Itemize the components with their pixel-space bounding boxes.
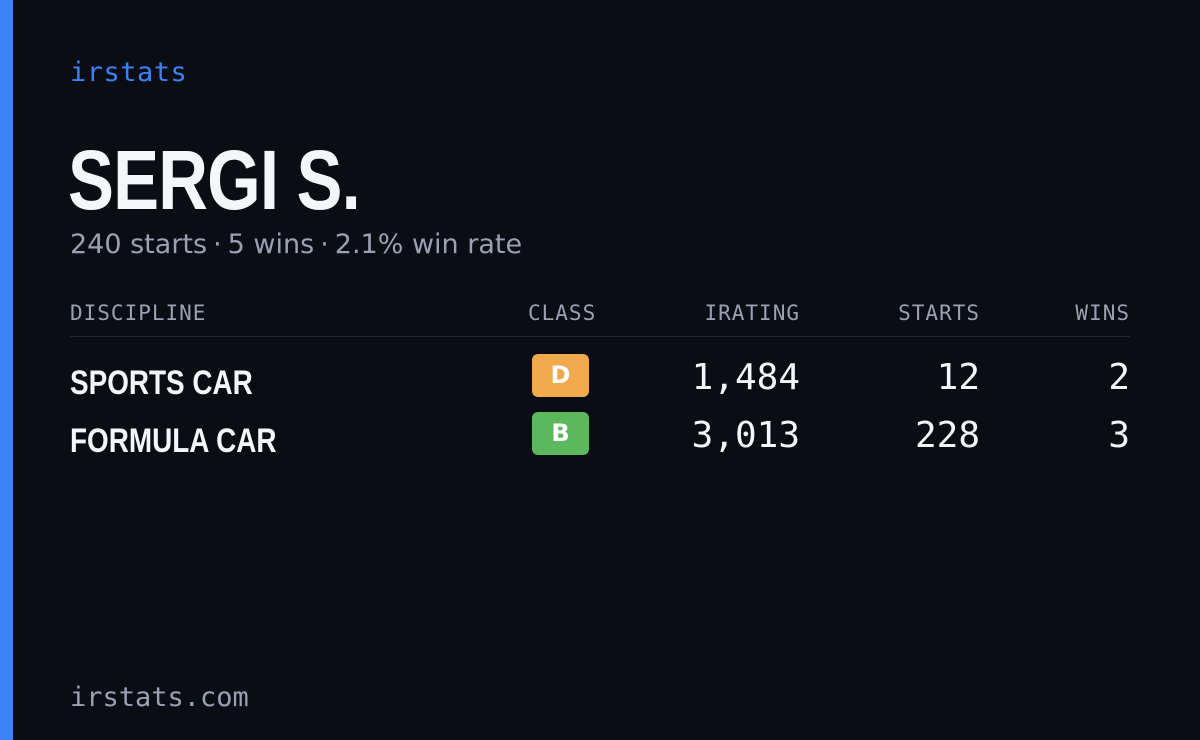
separator: ·: [213, 229, 222, 260]
irating-value: 3,013: [691, 415, 800, 456]
wins-value: 2: [1108, 357, 1130, 398]
class-badge: D: [532, 354, 589, 397]
header-discipline: DISCIPLINE: [70, 301, 207, 325]
header-class: CLASS: [528, 301, 597, 325]
discipline-name: SPORTS CAR: [70, 364, 253, 402]
irating-value: 1,484: [691, 357, 800, 398]
player-summary: 240 starts · 5 wins · 2.1% win rate: [70, 229, 522, 261]
header-divider: [70, 336, 1130, 337]
win-rate: 2.1% win rate: [334, 229, 523, 260]
discipline-name: FORMULA CAR: [70, 422, 277, 460]
starts-count: 240 starts: [70, 229, 208, 260]
player-name: SERGI S.: [68, 133, 361, 227]
class-badge: B: [532, 412, 589, 455]
wins-value: 3: [1108, 415, 1130, 456]
starts-value: 228: [914, 415, 980, 456]
table-row: FORMULA CAR B 3,013 228 3: [70, 412, 1130, 462]
header-wins: WINS: [1075, 301, 1130, 325]
wins-count: 5 wins: [227, 229, 315, 260]
accent-bar: [0, 0, 13, 740]
table-row: SPORTS CAR D 1,484 12 2: [70, 354, 1130, 404]
footer-url: irstats.com: [70, 682, 249, 713]
separator: ·: [320, 229, 329, 260]
brand-logo: irstats: [70, 57, 188, 88]
starts-value: 12: [936, 357, 980, 398]
header-starts: STARTS: [898, 301, 980, 325]
header-irating: IRATING: [704, 301, 800, 325]
